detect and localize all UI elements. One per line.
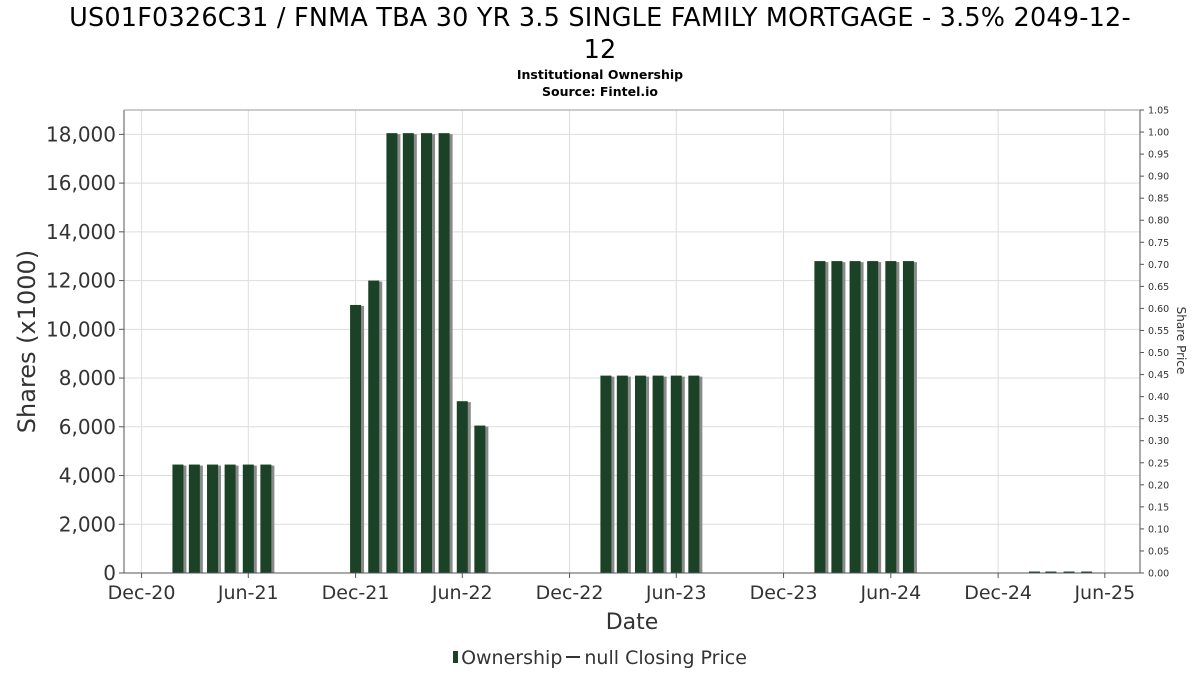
y2-tick-label: 0.45 [1148, 370, 1169, 381]
ownership-bar [849, 261, 861, 573]
ownership-bar [368, 280, 380, 573]
legend-closing-price-label: null Closing Price [584, 647, 747, 669]
ownership-chart: 0 2,000 4,000 6,000 8,000 10,000 12,000 14,000 1… [13, 106, 1188, 636]
y-tick-label: 10,000 [46, 317, 116, 341]
ownership-bar [188, 464, 200, 573]
x-tick-label: Jun-21 [217, 582, 279, 604]
ownership-bar [902, 261, 914, 573]
y2-tick-label: 0.80 [1148, 216, 1169, 227]
ownership-bar [386, 133, 398, 573]
x-axis-title: Date [606, 610, 659, 635]
chart-legend: Ownership null Closing Price [0, 647, 1200, 669]
ownership-bar [242, 464, 254, 573]
x-tick-label: Dec-22 [536, 582, 604, 604]
x-tick-label: Dec-20 [108, 582, 176, 604]
y2-tick-label: 0.35 [1148, 414, 1169, 425]
y-tick-label: 8,000 [59, 366, 116, 390]
ownership-bar [885, 261, 897, 573]
y2-tick-label: 0.55 [1148, 326, 1169, 337]
ownership-bar [600, 375, 612, 573]
chart-title-line-2: 12 [583, 35, 617, 65]
ownership-bar [635, 375, 647, 573]
ownership-bar [456, 401, 468, 573]
y2-tick-label: 0.20 [1148, 480, 1169, 491]
y2-tick-label: 0.30 [1148, 436, 1169, 447]
ownership-bar [402, 133, 414, 573]
y-tick-label: 12,000 [46, 269, 116, 293]
y-tick-label: 0 [103, 561, 116, 585]
chart-title-line-1: US01F0326C31 / FNMA TBA 30 YR 3.5 SINGLE… [69, 3, 1131, 33]
x-tick-label: Dec-23 [750, 582, 818, 604]
legend-ownership-label: Ownership [461, 647, 563, 669]
ownership-bar [652, 375, 664, 573]
y-tick-label: 18,000 [46, 122, 116, 146]
y2-tick-label: 0.15 [1148, 502, 1169, 513]
y2-tick-label: 0.90 [1148, 172, 1169, 183]
y2-tick-label: 0.00 [1148, 569, 1169, 580]
ownership-bar [831, 261, 843, 573]
y2-tick-label: 1.05 [1148, 106, 1169, 117]
x-tick-label: Jun-22 [431, 582, 493, 604]
y2-tick-label: 0.70 [1148, 260, 1169, 271]
legend-closing-price-swatch [566, 656, 581, 658]
ownership-bar [616, 375, 628, 573]
ownership-bar [421, 133, 433, 573]
x-tick-label: Dec-24 [964, 582, 1032, 604]
ownership-bar [224, 464, 236, 573]
chart-source: Source: Fintel.io [542, 84, 658, 99]
ownership-bar [670, 375, 682, 573]
y2-tick-label: 0.25 [1148, 458, 1169, 469]
x-tick-label: Jun-24 [859, 582, 921, 604]
ownership-bar [1045, 571, 1057, 573]
y2-tick-label: 0.95 [1148, 150, 1169, 161]
chart-title: US01F0326C31 / FNMA TBA 30 YR 3.5 SINGLE… [0, 2, 1200, 66]
y-tick-label: 2,000 [59, 512, 116, 536]
y2-tick-label: 1.00 [1148, 128, 1169, 139]
y-tick-label: 4,000 [59, 464, 116, 488]
y2-tick-label: 0.60 [1148, 304, 1169, 315]
y2-axis-title: Share Price [1174, 307, 1188, 375]
ownership-bar [350, 304, 362, 573]
y2-tick-label: 0.75 [1148, 238, 1169, 249]
ownership-bar [1028, 571, 1040, 573]
x-tick-label: Dec-21 [322, 582, 390, 604]
ownership-bar [867, 261, 879, 573]
y2-tick-label: 0.65 [1148, 282, 1169, 293]
ownership-bar [172, 464, 184, 573]
x-tick-label: Jun-23 [645, 582, 707, 604]
ownership-bar [474, 425, 486, 573]
y-axis-title: Shares (x1000) [13, 250, 41, 433]
y-tick-label: 6,000 [59, 415, 116, 439]
x-tick-label: Jun-25 [1073, 582, 1135, 604]
y2-tick-label: 0.85 [1148, 194, 1169, 205]
plot-area [124, 110, 1140, 573]
y2-tick-label: 0.40 [1148, 392, 1169, 403]
ownership-bar [260, 464, 272, 573]
ownership-bar [207, 464, 219, 573]
y2-tick-label: 0.50 [1148, 348, 1169, 359]
y-tick-label: 14,000 [46, 220, 116, 244]
y2-tick-label: 0.05 [1148, 546, 1169, 557]
y-tick-label: 16,000 [46, 171, 116, 195]
chart-subtitle: Institutional Ownership [516, 67, 684, 82]
ownership-bar [814, 261, 826, 573]
ownership-bar [1063, 571, 1075, 573]
y2-tick-label: 0.10 [1148, 524, 1169, 535]
legend-ownership-swatch [453, 651, 459, 663]
ownership-bar [438, 133, 450, 573]
ownership-bar [688, 375, 700, 573]
ownership-bar [1081, 571, 1093, 573]
